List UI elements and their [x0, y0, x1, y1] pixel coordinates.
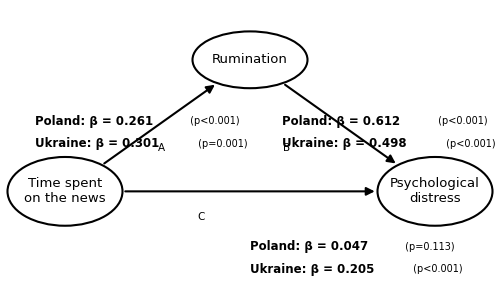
Text: Ukraine: β = 0.205: Ukraine: β = 0.205: [250, 263, 374, 276]
Text: Psychological
distress: Psychological distress: [390, 177, 480, 205]
Text: Rumination: Rumination: [212, 53, 288, 66]
Text: Ukraine: β = 0.301: Ukraine: β = 0.301: [35, 137, 159, 150]
Text: (p<0.001): (p<0.001): [435, 116, 488, 126]
Text: (p<0.001): (p<0.001): [444, 138, 496, 149]
Text: (p<0.001): (p<0.001): [188, 116, 240, 126]
Text: (p<0.001): (p<0.001): [410, 264, 463, 274]
Text: C: C: [198, 212, 205, 222]
Text: Poland: β = 0.612: Poland: β = 0.612: [282, 115, 401, 128]
Ellipse shape: [378, 157, 492, 226]
Text: Poland: β = 0.261: Poland: β = 0.261: [35, 115, 153, 128]
Text: Ukraine: β = 0.498: Ukraine: β = 0.498: [282, 137, 407, 150]
Text: A: A: [158, 143, 164, 153]
Text: Poland: β = 0.047: Poland: β = 0.047: [250, 240, 368, 253]
Ellipse shape: [8, 157, 122, 226]
Ellipse shape: [192, 31, 308, 88]
Text: (p=0.113): (p=0.113): [402, 242, 455, 252]
Text: Time spent
on the news: Time spent on the news: [24, 177, 106, 205]
Text: B: B: [282, 143, 290, 153]
Text: (p=0.001): (p=0.001): [196, 138, 248, 149]
